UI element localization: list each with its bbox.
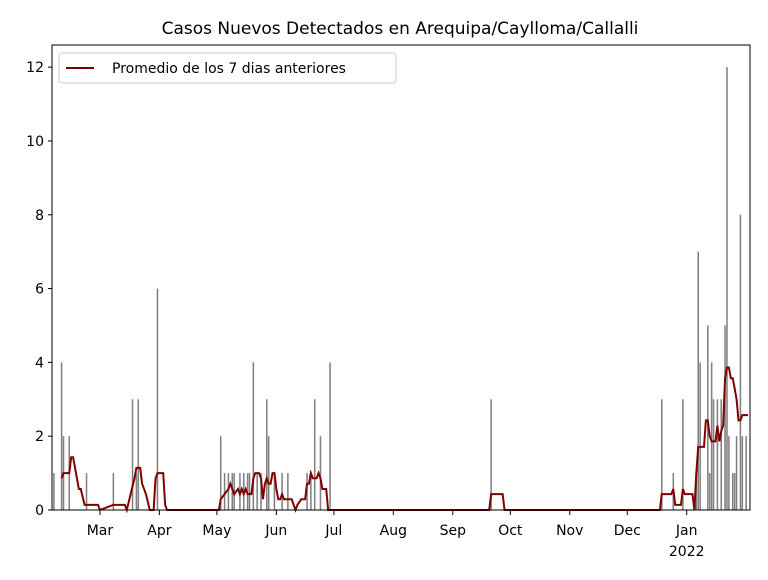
bar: [731, 473, 734, 510]
bar: [329, 362, 331, 510]
bar: [490, 399, 492, 510]
bar: [712, 399, 715, 510]
bar: [726, 67, 728, 511]
x-tick-label: Sep: [440, 523, 467, 539]
x-tick-label: Aug: [380, 523, 407, 539]
bar: [227, 473, 230, 510]
bar: [310, 473, 312, 510]
x-tick-label: Nov: [556, 523, 583, 539]
bar: [287, 473, 289, 510]
bar: [267, 436, 270, 510]
y-tick-label: 0: [35, 503, 44, 519]
bar: [156, 288, 159, 510]
bar: [697, 251, 699, 510]
bar: [319, 436, 322, 510]
y-tick-label: 6: [35, 282, 44, 298]
bar: [724, 325, 726, 510]
bar: [53, 473, 55, 510]
bar: [273, 473, 276, 510]
x-tick-label: Mar: [87, 523, 114, 539]
y-tick-label: 10: [26, 134, 44, 150]
bar: [248, 473, 251, 510]
x-tick-label: Jun: [264, 523, 287, 539]
bar: [661, 399, 663, 510]
bar: [708, 473, 711, 510]
bar: [741, 436, 744, 510]
bar: [682, 399, 684, 510]
x-tick-label: Jul: [324, 523, 342, 539]
bar: [256, 473, 258, 510]
y-tick-label: 12: [26, 60, 44, 76]
bar: [135, 473, 138, 510]
x-tick-label: Dec: [614, 523, 641, 539]
legend-box: [58, 52, 397, 84]
bar: [223, 473, 226, 510]
bar: [710, 362, 713, 510]
y-tick-label: 4: [35, 355, 44, 371]
bar: [219, 436, 222, 510]
bar: [707, 325, 709, 510]
bar: [60, 362, 63, 510]
bar: [252, 362, 255, 510]
bar: [733, 473, 736, 510]
x-tick-label: Apr: [147, 523, 171, 539]
bar: [85, 473, 88, 510]
bar: [739, 214, 742, 510]
bar: [137, 399, 140, 510]
y-tick-label: 8: [35, 208, 44, 224]
x-tick-label: May: [202, 523, 231, 539]
bar: [131, 399, 134, 510]
plot-frame: [51, 44, 751, 511]
x-tick-sublabel: 2022: [669, 544, 705, 560]
bar: [716, 399, 719, 510]
bar: [735, 436, 738, 510]
chart-title: Casos Nuevos Detectados en Arequipa/Cayl…: [162, 19, 639, 39]
line: [60, 366, 749, 514]
bar: [313, 399, 316, 510]
bar: [112, 473, 115, 510]
bar: [745, 436, 747, 510]
bar: [699, 362, 701, 510]
bar: [728, 436, 730, 510]
bar: [260, 473, 262, 510]
x-tick-label: Oct: [498, 523, 523, 539]
bar: [266, 399, 268, 510]
legend-label: Promedio de los 7 dias anteriores: [112, 61, 346, 77]
bar: [720, 399, 723, 510]
x-tick-label: Jan: [675, 523, 698, 539]
y-tick-label: 2: [35, 429, 44, 445]
